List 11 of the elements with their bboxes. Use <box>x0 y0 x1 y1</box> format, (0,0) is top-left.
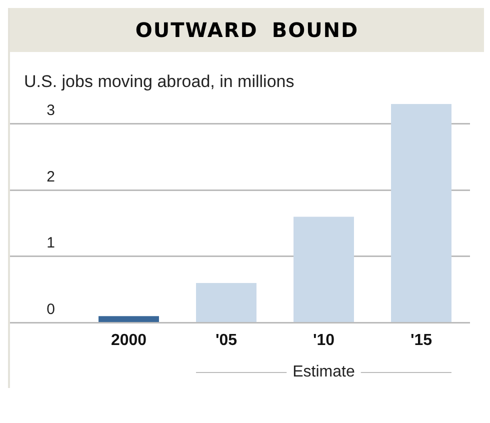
chart-subtitle: U.S. jobs moving abroad, in millions <box>23 71 296 93</box>
y-tick-label: 0 <box>46 300 55 318</box>
x-tick-label: '15 <box>410 332 432 349</box>
x-tick-label: 2000 <box>110 332 147 349</box>
text: Estimate <box>292 363 355 380</box>
x-tick-label: '10 <box>312 332 335 349</box>
x-tick-label: '05 <box>215 332 238 349</box>
y-tick-label: 2 <box>46 168 55 186</box>
y-tick-label: 3 <box>46 102 55 120</box>
chart-title: OUTWARD BOUND <box>10 8 484 52</box>
y-tick-label: 1 <box>46 234 55 252</box>
